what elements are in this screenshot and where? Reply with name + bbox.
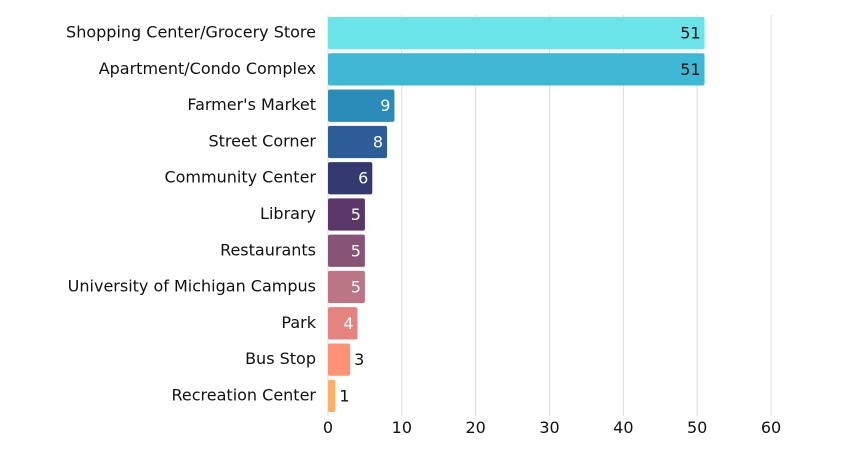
x-axis-tick-labels: 0 10 20 30 40 50 60: [323, 418, 781, 437]
value-label: 51: [680, 24, 700, 43]
bar: [328, 89, 395, 122]
x-tick-label: 50: [687, 418, 707, 437]
category-label: Community Center: [164, 168, 316, 187]
bar: [328, 16, 705, 50]
value-label: 6: [358, 169, 368, 188]
x-tick-label: 30: [539, 418, 559, 437]
category-label: Farmer's Market: [187, 95, 316, 114]
x-tick-label: 60: [761, 418, 781, 437]
bar: [328, 270, 365, 304]
category-label: Park: [281, 313, 316, 332]
category-label: Shopping Center/Grocery Store: [66, 23, 316, 42]
bars: [328, 16, 705, 413]
category-labels: Shopping Center/Grocery Store Apartment/C…: [66, 23, 317, 405]
category-label: Library: [260, 204, 316, 223]
category-label: Recreation Center: [172, 385, 317, 404]
x-tick-label: 0: [323, 418, 333, 437]
bar: [328, 307, 358, 340]
x-tick-label: 20: [465, 418, 485, 437]
value-label: 5: [351, 241, 361, 260]
bar: [328, 234, 365, 267]
value-label: 8: [373, 132, 383, 151]
value-label: 5: [351, 278, 361, 297]
category-label: University of Michigan Campus: [68, 277, 316, 296]
bar: [328, 343, 351, 376]
bar: [328, 125, 388, 159]
bar: [328, 53, 705, 86]
bar: [328, 379, 336, 413]
value-label: 4: [343, 314, 353, 333]
value-labels: 51 51 9 86 5 5 5 431: [339, 24, 700, 406]
category-label: Bus Stop: [245, 349, 316, 368]
value-label: 3: [354, 350, 364, 369]
x-tick-label: 10: [392, 418, 412, 437]
category-label: Apartment/Condo Complex: [99, 59, 316, 78]
category-label: Restaurants: [220, 240, 316, 259]
value-label: 5: [351, 205, 361, 224]
x-tick-label: 40: [613, 418, 633, 437]
bar: [328, 198, 365, 231]
bar: [328, 162, 373, 195]
value-label: 9: [380, 96, 390, 115]
value-label: 51: [680, 60, 700, 79]
category-label: Street Corner: [208, 131, 316, 150]
value-label: 1: [339, 386, 349, 405]
